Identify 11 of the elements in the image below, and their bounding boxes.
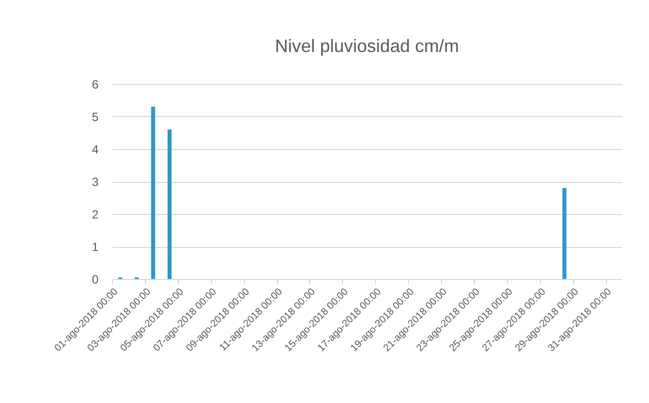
y-tick-label: 3 [92,175,99,189]
chart-title: Nivel pluviosidad cm/m [274,36,460,56]
bar [168,130,172,279]
bar [562,188,566,279]
y-tick-label: 2 [92,208,99,222]
y-tick-label: 6 [92,78,99,92]
y-tick-label: 0 [92,272,99,286]
y-tick-label: 5 [92,110,99,124]
y-tick-label: 4 [92,142,99,156]
y-tick-label: 1 [92,240,99,254]
bar [151,106,156,279]
